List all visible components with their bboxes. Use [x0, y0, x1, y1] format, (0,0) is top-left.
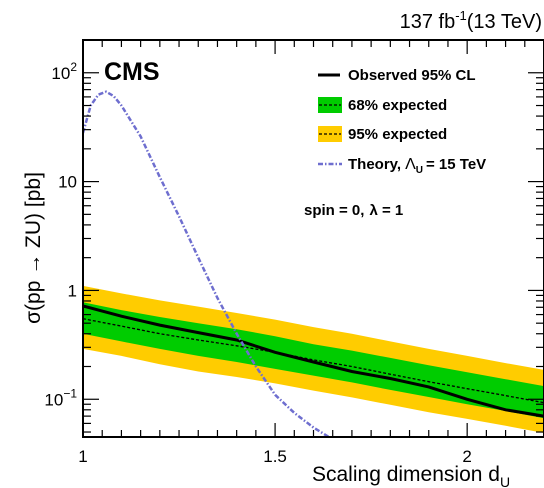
expected-median-line: [83, 318, 544, 404]
spin-note: spin = 0, λ = 1: [304, 202, 403, 219]
axis-ticks: [82, 39, 544, 437]
legend: Observed 95% CL 68% expected 95% expecte…: [318, 67, 486, 176]
legend-95-label: 95% expected: [348, 126, 447, 143]
y-axis-title: σ(pp → ZU) [pb]: [22, 172, 45, 324]
legend-observed-label: Observed 95% CL: [348, 67, 476, 84]
tick-labels: 1 1.5 2 10−1 1 10 102: [44, 60, 472, 466]
legend-theory-label: Theory, ΛU = 15 TeV: [348, 156, 486, 176]
cms-label: CMS: [104, 58, 160, 86]
data-layer: [83, 90, 544, 437]
x-tick-label: 2: [462, 447, 471, 466]
y-tick-label: 10: [58, 173, 77, 192]
legend-68-label: 68% expected: [348, 97, 447, 114]
x-tick-label: 1: [78, 447, 87, 466]
x-axis-title: Scaling dimension dU: [312, 463, 510, 488]
y-tick-label: 10−1: [44, 386, 77, 409]
luminosity-label: 137 fb-1(13 TeV): [400, 8, 542, 33]
x-tick-label: 1.5: [263, 447, 287, 466]
y-tick-label: 102: [51, 60, 77, 83]
y-tick-label: 1: [68, 281, 77, 300]
observed-limit-line: [83, 304, 544, 418]
